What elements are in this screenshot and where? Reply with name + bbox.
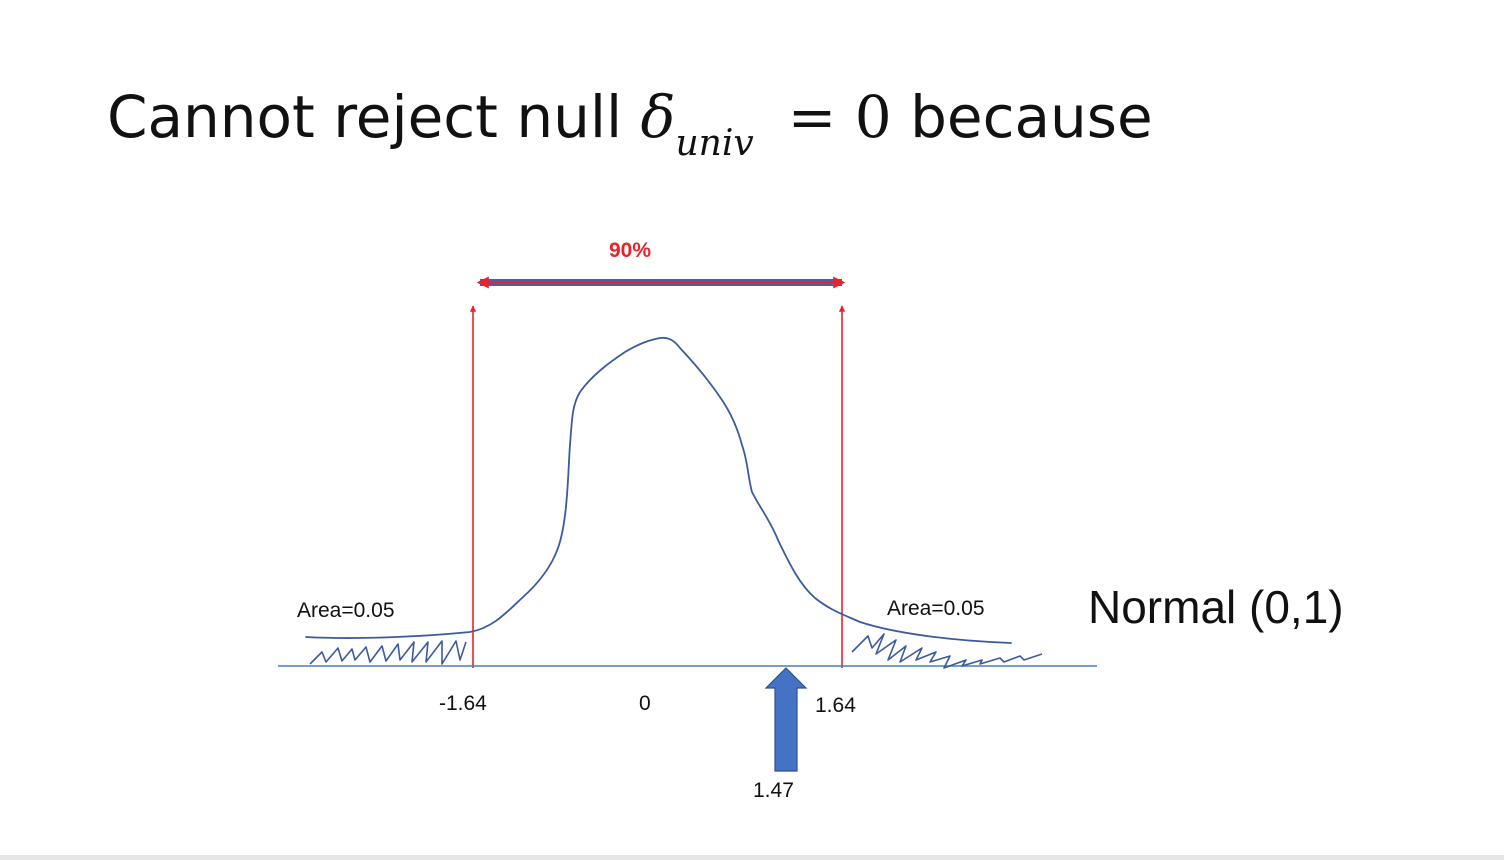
title-suffix: because [891,83,1153,151]
title-delta-symbol: δ [640,83,676,151]
bottom-bar [0,855,1504,860]
left-tail-area-label: Area=0.05 [297,599,395,622]
slide-title: Cannot reject null δuniv = 0 because [107,88,1153,162]
statistic-arrow [764,667,808,772]
right-tail-area-label: Area=0.05 [887,597,985,620]
interval-bar [476,276,846,289]
tick-label-center: 0 [639,692,651,715]
title-equals: = [787,83,855,151]
right-tail-shading [851,633,1043,669]
title-zero: 0 [854,83,892,151]
bell-curve [305,336,1012,644]
distribution-label: Normal (0,1) [1088,581,1344,633]
tick-label-left: -1.64 [439,692,487,715]
title-subscript: univ [675,123,754,164]
left-tail-shading [309,640,467,665]
title-prefix: Cannot reject null [107,83,641,151]
interval-percent-label: 90% [609,239,652,262]
tick-label-right: 1.64 [815,694,856,717]
statistic-value-label: 1.47 [753,779,794,802]
